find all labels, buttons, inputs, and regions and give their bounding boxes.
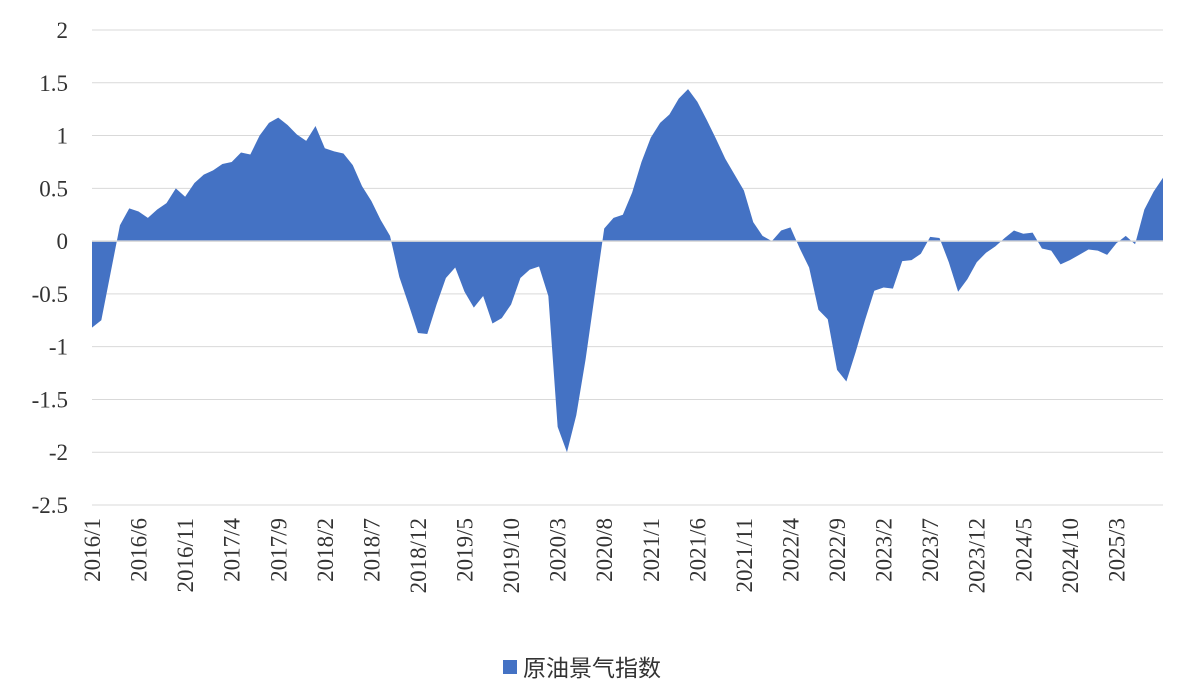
x-tick-label: 2021/11 — [732, 518, 757, 593]
x-tick-label: 2020/3 — [546, 518, 571, 582]
x-tick-label: 2018/7 — [359, 518, 384, 582]
x-tick-label: 2023/2 — [872, 518, 897, 582]
y-tick-label: 0 — [57, 229, 69, 254]
x-tick-label: 2018/12 — [406, 518, 431, 593]
x-tick-label: 2022/9 — [825, 518, 850, 582]
x-tick-label: 2019/10 — [499, 518, 524, 593]
x-tick-label: 2016/1 — [80, 518, 105, 582]
x-tick-label: 2016/6 — [127, 518, 152, 582]
y-tick-label: 1.5 — [39, 71, 68, 96]
y-tick-label: -1 — [49, 335, 68, 360]
y-tick-label: 2 — [57, 18, 69, 43]
x-tick-label: 2016/11 — [173, 518, 198, 593]
x-tick-label: 2024/10 — [1058, 518, 1083, 593]
y-tick-label: 1 — [57, 124, 69, 149]
y-tick-label: -2 — [49, 440, 68, 465]
x-tick-label: 2018/2 — [313, 518, 338, 582]
y-axis: 2 1.5 1 0.5 0 -0.5 -1 -1.5 -2 -2.5 — [32, 18, 68, 518]
legend-label: 原油景气指数 — [523, 656, 661, 682]
x-tick-label: 2021/6 — [685, 518, 710, 582]
y-tick-label: -2.5 — [32, 493, 68, 518]
x-axis: 2016/1 2016/6 2016/11 2017/4 2017/9 2018/2 201… — [80, 518, 1129, 594]
y-tick-label: -0.5 — [32, 282, 68, 307]
y-tick-label: 0.5 — [39, 176, 68, 201]
y-tick-label: -1.5 — [32, 387, 68, 412]
x-tick-label: 2021/1 — [639, 518, 664, 582]
series-area-oil-index — [92, 89, 1163, 453]
x-tick-label: 2017/4 — [220, 518, 245, 582]
x-tick-label: 2023/7 — [918, 518, 943, 582]
x-tick-label: 2020/8 — [592, 518, 617, 582]
gridlines — [92, 29, 1163, 506]
x-tick-label: 2017/9 — [266, 518, 291, 582]
x-tick-label: 2025/3 — [1104, 518, 1129, 582]
x-tick-label: 2019/5 — [453, 518, 478, 582]
x-tick-label: 2022/4 — [778, 518, 803, 582]
x-tick-label: 2023/12 — [965, 518, 990, 593]
legend-swatch — [503, 660, 517, 674]
x-tick-label: 2024/5 — [1011, 518, 1036, 582]
legend: 原油景气指数 — [503, 656, 661, 682]
